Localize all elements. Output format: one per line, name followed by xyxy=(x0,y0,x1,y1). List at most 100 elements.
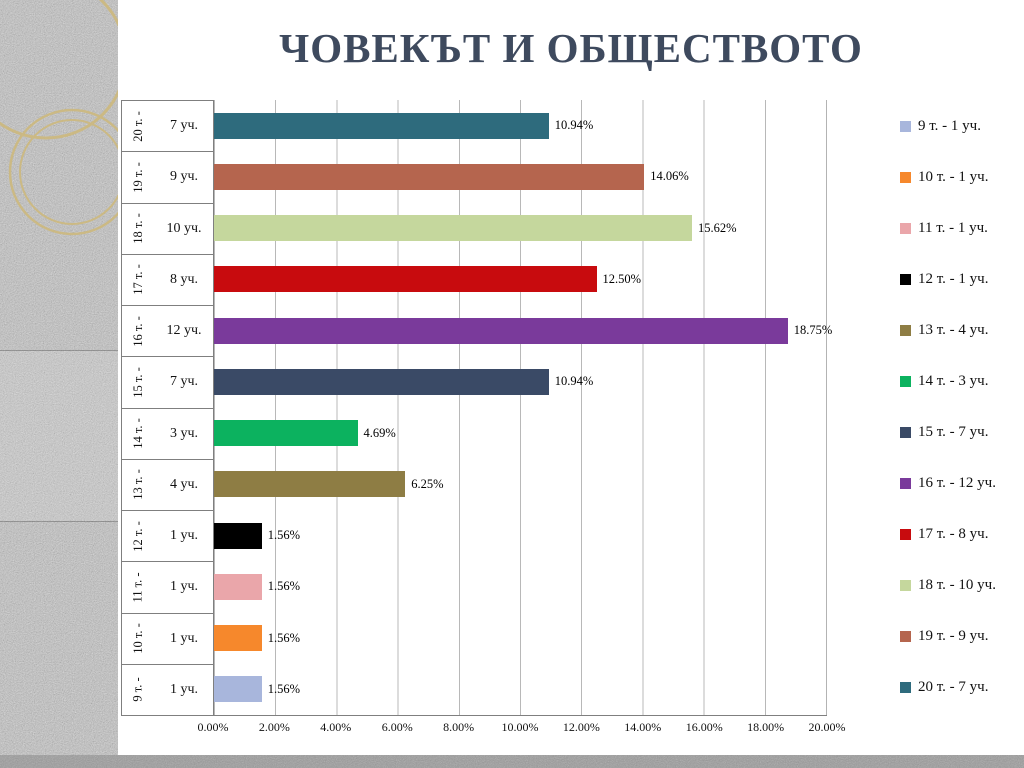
legend-item: 9 т. - 1 уч. xyxy=(900,118,1020,135)
bar-track: 10.94% xyxy=(213,100,827,152)
category-points-label: 18 т. - xyxy=(121,202,155,254)
bar-track: 14.06% xyxy=(213,151,827,203)
legend-swatch xyxy=(900,121,911,132)
bar-value-label: 18.75% xyxy=(793,323,833,338)
x-axis-tick-labels: 0.00% 2.00% 4.00% 6.00% 8.00% 10.00% 12.00% 14.… xyxy=(198,720,846,742)
chart-row: 10 т. -1 уч. 1.56% xyxy=(121,612,827,664)
bar-value-label: 1.56% xyxy=(267,528,301,543)
bar-value-label: 10.94% xyxy=(554,118,594,133)
legend-item: 18 т. - 10 уч. xyxy=(900,577,1020,594)
legend-label: 18 т. - 10 уч. xyxy=(918,577,996,593)
chart-row: 13 т. -4 уч. 6.25% xyxy=(121,458,827,510)
legend-item: 14 т. - 3 уч. xyxy=(900,373,1020,390)
granite-segment-highlight xyxy=(0,351,118,521)
legend-swatch xyxy=(900,223,911,234)
x-tick-label: 0.00% xyxy=(197,720,229,734)
x-tick-label: 10.00% xyxy=(501,720,539,734)
bar xyxy=(214,573,262,600)
bar-track: 1.56% xyxy=(213,612,827,664)
bar xyxy=(214,317,788,344)
bar-track: 1.56% xyxy=(213,663,827,715)
category-students-label: 1 уч. xyxy=(155,612,213,664)
legend-label: 17 т. - 8 уч. xyxy=(918,526,989,542)
legend-swatch xyxy=(900,172,911,183)
legend-swatch xyxy=(900,529,911,540)
legend-swatch xyxy=(900,274,911,285)
bar-track: 12.50% xyxy=(213,253,827,305)
category-students-label: 7 уч. xyxy=(155,356,213,408)
bar-track: 15.62% xyxy=(213,202,827,254)
chart-row: 17 т. -8 уч. 12.50% xyxy=(121,253,827,305)
chart-row: 20 т. -7 уч. 10.94% xyxy=(121,100,827,152)
chart-row: 9 т. -1 уч. 1.56% xyxy=(121,663,827,715)
category-students-label: 10 уч. xyxy=(155,202,213,254)
x-tick-label: 16.00% xyxy=(685,720,723,734)
legend-label: 15 т. - 7 уч. xyxy=(918,424,989,440)
bar-value-label: 1.56% xyxy=(267,681,301,696)
bar xyxy=(214,215,692,242)
chart-row: 15 т. -7 уч. 10.94% xyxy=(121,356,827,408)
bar-value-label: 1.56% xyxy=(267,579,301,594)
chart-plot-area: 20 т. -7 уч. 10.94% 19 т. -9 уч. 14.06% 18 т… xyxy=(121,100,832,716)
x-tick-label: 12.00% xyxy=(562,720,600,734)
granite-texture-left xyxy=(0,0,118,768)
bar xyxy=(214,420,358,447)
x-tick-label: 4.00% xyxy=(320,720,352,734)
bar xyxy=(214,676,262,703)
bar-value-label: 15.62% xyxy=(697,220,737,235)
bar-value-label: 6.25% xyxy=(411,476,444,491)
bar-value-label: 4.69% xyxy=(363,425,396,440)
category-points-label: 12 т. - xyxy=(121,510,155,562)
legend-item: 13 т. - 4 уч. xyxy=(900,322,1020,339)
x-tick-label: 20.00% xyxy=(808,720,846,734)
chart-row: 12 т. -1 уч. 1.56% xyxy=(121,510,827,562)
chart-row: 11 т. -1 уч. 1.56% xyxy=(121,561,827,613)
x-tick-label: 2.00% xyxy=(258,720,290,734)
legend-label: 14 т. - 3 уч. xyxy=(918,373,989,389)
slide-title: ЧОВЕКЪТ И ОБЩЕСТВОТО xyxy=(279,25,863,71)
category-points-label: 11 т. - xyxy=(121,561,155,613)
legend-label: 16 т. - 12 уч. xyxy=(918,475,996,491)
legend-swatch xyxy=(900,478,911,489)
category-points-label: 13 т. - xyxy=(121,458,155,510)
legend-swatch xyxy=(900,427,911,438)
legend-label: 12 т. - 1 уч. xyxy=(918,271,989,287)
category-students-label: 7 уч. xyxy=(155,100,213,152)
granite-left-border xyxy=(0,0,118,768)
legend-swatch xyxy=(900,682,911,693)
category-students-label: 12 уч. xyxy=(155,305,213,357)
category-points-label: 10 т. - xyxy=(121,612,155,664)
chart-row: 14 т. -3 уч. 4.69% xyxy=(121,407,827,459)
category-students-label: 1 уч. xyxy=(155,561,213,613)
bar-track: 1.56% xyxy=(213,510,827,562)
category-students-label: 4 уч. xyxy=(155,458,213,510)
legend-item: 12 т. - 1 уч. xyxy=(900,271,1020,288)
bar xyxy=(214,625,262,652)
legend-swatch xyxy=(900,376,911,387)
category-points-label: 20 т. - xyxy=(121,100,155,152)
bar xyxy=(214,112,549,139)
legend-item: 11 т. - 1 уч. xyxy=(900,220,1020,237)
bar-track: 10.94% xyxy=(213,356,827,408)
bar-track: 1.56% xyxy=(213,561,827,613)
granite-segment-line xyxy=(0,350,118,351)
chart-row: 19 т. -9 уч. 14.06% xyxy=(121,151,827,203)
granite-bottom-border xyxy=(0,755,1024,768)
bar-value-label: 1.56% xyxy=(267,630,301,645)
category-students-label: 9 уч. xyxy=(155,151,213,203)
category-points-label: 14 т. - xyxy=(121,407,155,459)
legend-item: 20 т. - 7 уч. xyxy=(900,679,1020,696)
granite-texture-bottom xyxy=(0,755,1024,768)
x-tick-label: 6.00% xyxy=(381,720,413,734)
category-students-label: 1 уч. xyxy=(155,510,213,562)
x-tick-label: 8.00% xyxy=(443,720,475,734)
chart-row: 18 т. -10 уч. 15.62% xyxy=(121,202,827,254)
legend-label: 20 т. - 7 уч. xyxy=(918,679,989,695)
granite-segment-line xyxy=(0,521,118,522)
category-points-label: 17 т. - xyxy=(121,253,155,305)
bar-value-label: 14.06% xyxy=(650,169,689,184)
bar-track: 18.75% xyxy=(213,305,832,357)
category-points-label: 9 т. - xyxy=(121,663,155,715)
chart-row: 16 т. -12 уч. 18.75% xyxy=(121,305,832,357)
